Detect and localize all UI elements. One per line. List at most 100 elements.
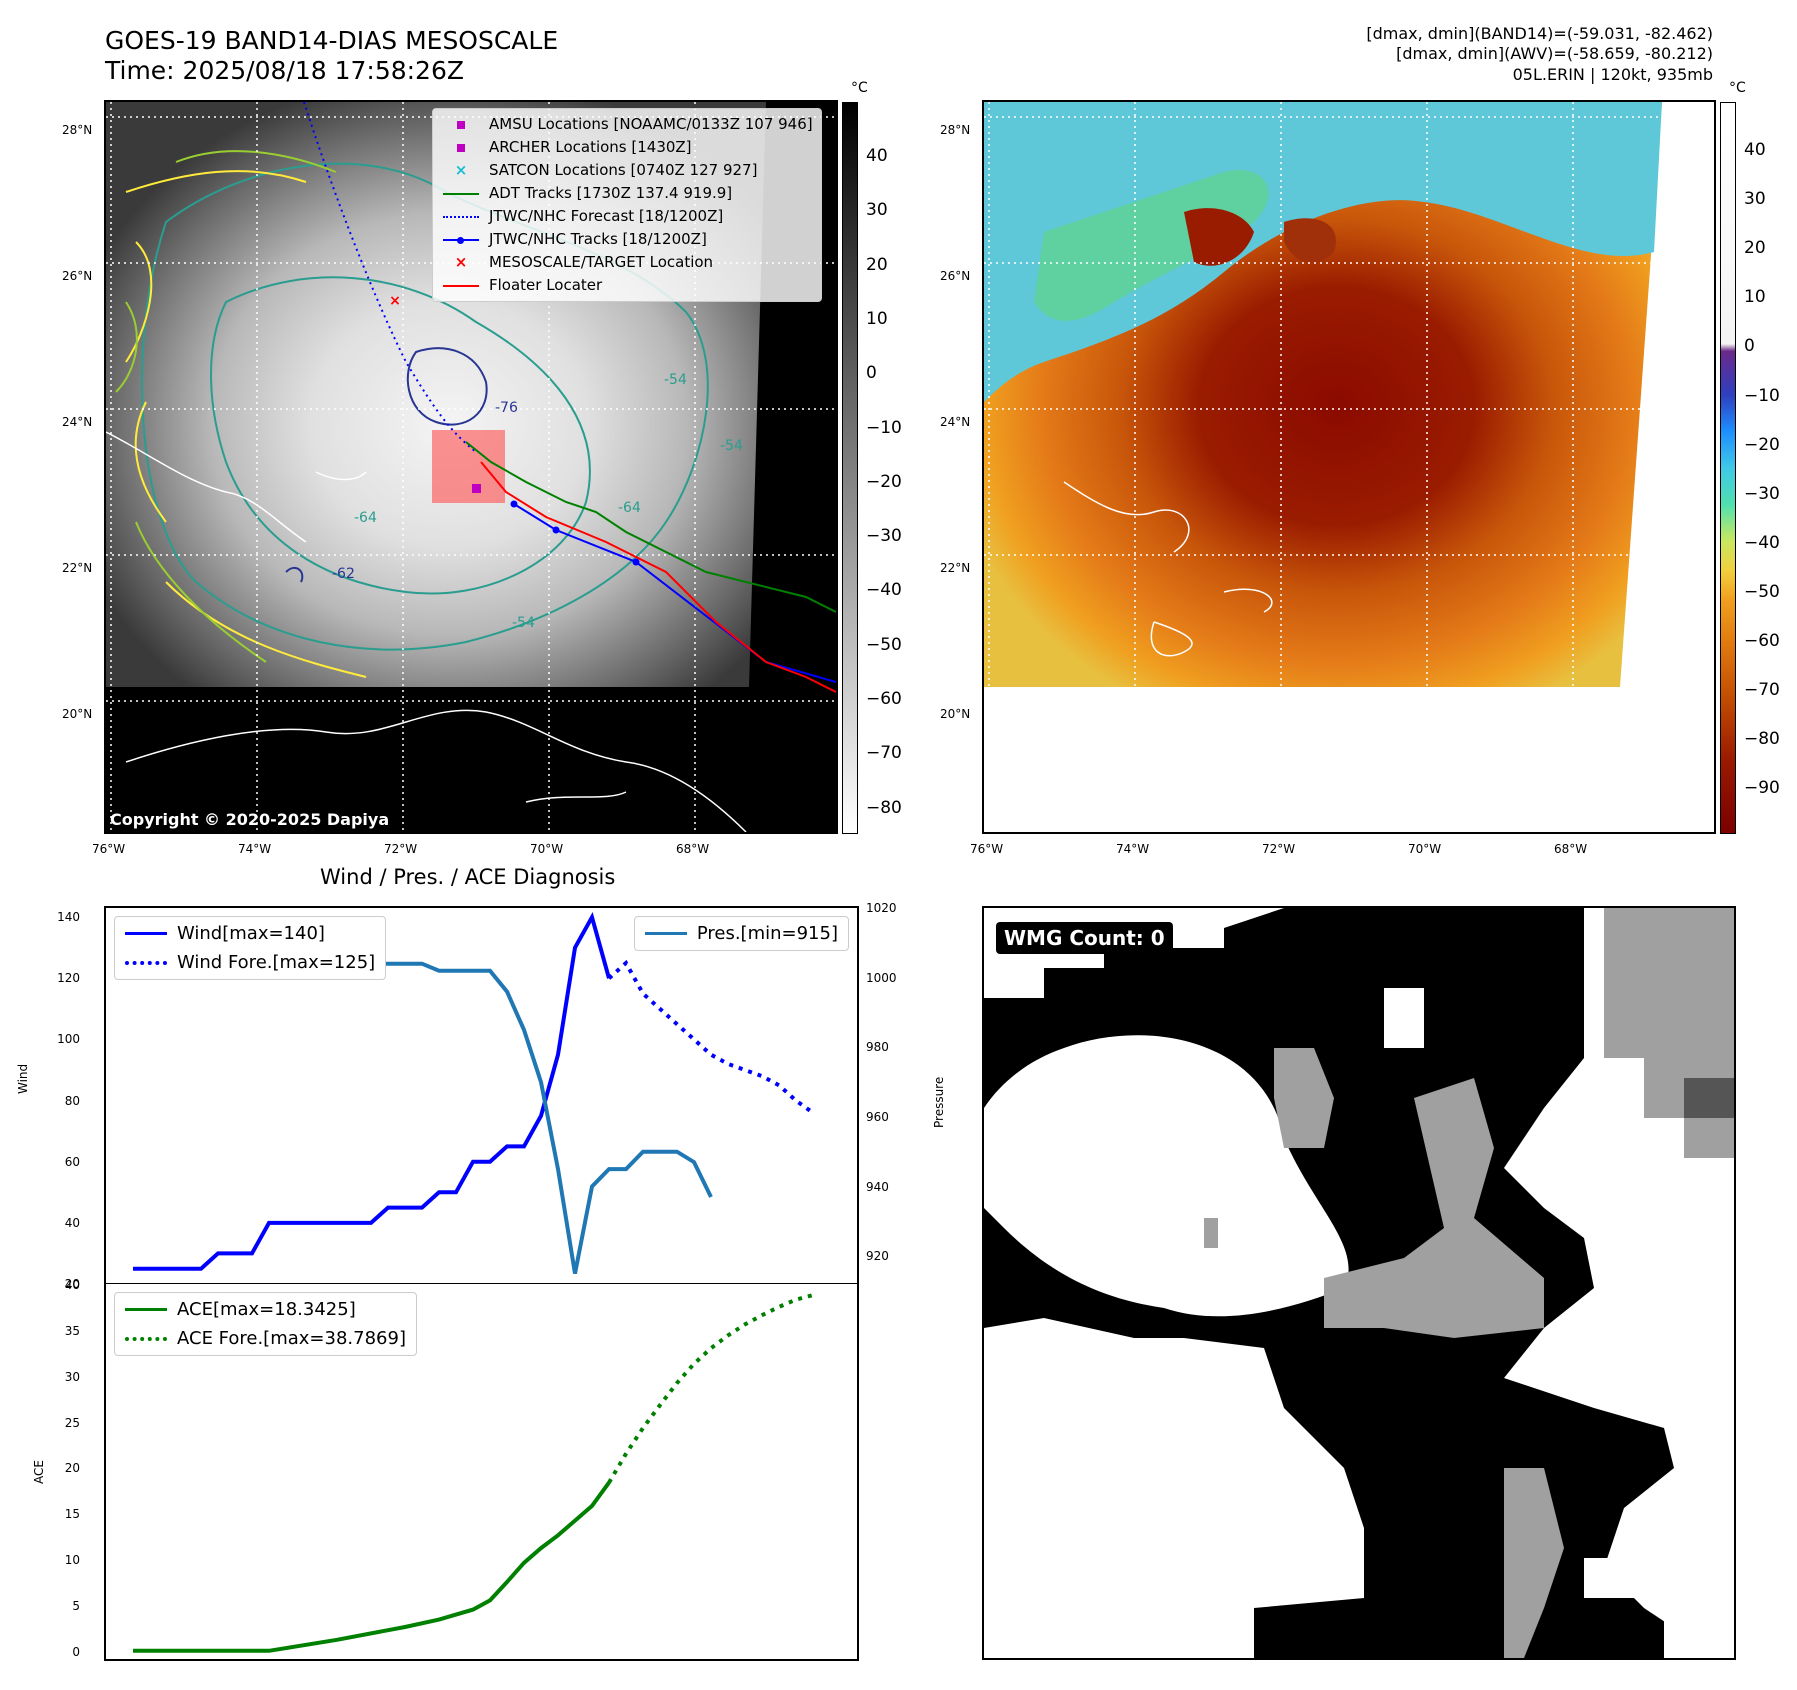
axis-tick-label: 20 xyxy=(64,1277,80,1291)
lon-label: 76°W xyxy=(970,842,1004,856)
dotted-line-icon xyxy=(125,960,167,965)
axis-tick-label: 60 xyxy=(64,1154,80,1169)
wind-axis-label: Wind xyxy=(16,1063,30,1094)
colorbar-tick-label: −50 xyxy=(866,634,902,655)
contour-label: -54 xyxy=(720,438,743,454)
colorbar-tick-label: −20 xyxy=(1744,434,1780,455)
svg-text:×: × xyxy=(389,293,401,309)
x-marker-icon: × xyxy=(454,161,468,179)
legend-item-archer: ARCHER Locations [1430Z] xyxy=(441,136,813,159)
legend-item-tracks: JTWC/NHC Tracks [18/1200Z] xyxy=(441,228,813,251)
ace-plot xyxy=(133,1293,814,1653)
figure-title: GOES-19 BAND14-DIAS MESOSCALE xyxy=(105,26,559,55)
axis-tick-label: 920 xyxy=(866,1249,889,1264)
ir-colorbar-unit: °C xyxy=(851,80,868,96)
axis-tick-label: 35 xyxy=(64,1323,80,1338)
axis-tick-label: 0 xyxy=(72,1644,80,1659)
axis-tick-label: 100 xyxy=(57,1032,80,1047)
lat-label: 20°N xyxy=(940,707,971,721)
dotted-line-icon xyxy=(441,209,481,225)
axis-tick-label: 80 xyxy=(64,1093,80,1108)
line-icon xyxy=(125,1308,167,1311)
dotted-line-icon xyxy=(125,1336,167,1341)
info-awv-range: [dmax, dmin](AWV)=(-58.659, -80.212) xyxy=(1396,44,1713,63)
ace-axis-label: ACE xyxy=(32,1460,46,1484)
legend-item-target: × MESOSCALE/TARGET Location xyxy=(441,251,813,274)
lon-label: 72°W xyxy=(1262,842,1296,856)
pres-legend: Pres.[min=915] xyxy=(633,916,849,951)
axis-tick-label: 960 xyxy=(866,1109,889,1124)
lat-label: 22°N xyxy=(940,561,971,575)
lon-label: 74°W xyxy=(1116,842,1150,856)
legend-item-ace: ACE[max=18.3425] xyxy=(125,1295,406,1324)
legend-item-wind: Wind[max=140] xyxy=(125,919,375,948)
axis-tick-label: 20 xyxy=(64,1461,80,1476)
colorbar-tick-label: 40 xyxy=(866,146,888,166)
axis-tick-label: 10 xyxy=(64,1553,80,1568)
colorbar-tick-label: 20 xyxy=(1744,238,1766,259)
colorbar-tick-label: −90 xyxy=(1744,778,1780,799)
legend-item-floater: Floater Locater xyxy=(441,274,813,297)
lat-label: 28°N xyxy=(940,123,971,137)
lat-label: 22°N xyxy=(62,561,93,575)
colorbar-tick-label: 0 xyxy=(866,363,877,384)
lon-label: 76°W xyxy=(92,842,126,856)
legend-item-pres: Pres.[min=915] xyxy=(644,919,838,948)
axis-tick-label: 1000 xyxy=(866,970,897,985)
diagnosis-title: Wind / Pres. / ACE Diagnosis xyxy=(320,865,616,889)
colorbar-tick-label: 30 xyxy=(866,200,888,221)
series-line xyxy=(133,1481,611,1653)
wind-legend: Wind[max=140] Wind Fore.[max=125] xyxy=(114,916,387,980)
line-icon xyxy=(644,932,687,935)
legend-item-satcon: × SATCON Locations [0740Z 127 927] xyxy=(441,159,813,182)
copyright-text: Copyright © 2020-2025 Dapiya xyxy=(110,810,390,829)
square-marker-icon xyxy=(441,140,481,156)
lon-label: 68°W xyxy=(1554,842,1588,856)
colorbar-tick-label: 40 xyxy=(1744,140,1766,160)
wmg-count-badge: WMG Count: 0 xyxy=(996,922,1173,954)
contour-label: -76 xyxy=(495,400,518,416)
colorbar-tick-label: −70 xyxy=(866,743,902,764)
series-line xyxy=(133,911,611,1271)
colorbar-tick-label: −30 xyxy=(1744,483,1780,504)
lat-label: 26°N xyxy=(940,269,971,283)
legend-item-adt: ADT Tracks [1730Z 137.4 919.9] xyxy=(441,182,813,205)
axis-tick-label: 120 xyxy=(57,971,80,986)
colorbar-tick-label: −40 xyxy=(1744,532,1780,553)
contour-label: -64 xyxy=(354,510,377,526)
axis-tick-label: 940 xyxy=(866,1179,889,1194)
axis-tick-label: 5 xyxy=(72,1598,80,1613)
line-marker-icon xyxy=(441,186,481,202)
series-line xyxy=(607,959,815,1115)
colorbar-tick-label: −80 xyxy=(866,797,902,818)
colorbar-tick-label: −70 xyxy=(1744,680,1780,701)
colorbar-tick-label: 20 xyxy=(866,254,888,275)
lon-label: 74°W xyxy=(238,842,272,856)
axis-tick-label: 15 xyxy=(64,1507,80,1522)
contour-label: -62 xyxy=(332,566,355,582)
wind-pres-chart: Wind[max=140] Wind Fore.[max=125] Pres.[… xyxy=(104,906,859,1284)
wmg-panel: WMG Count: 0 xyxy=(982,906,1736,1660)
axis-tick-label: 40 xyxy=(64,1215,80,1230)
colorbar-tick-label: −40 xyxy=(866,580,902,601)
awv-map-image xyxy=(984,102,1714,832)
axis-tick-label: 140 xyxy=(57,910,80,925)
colorbar-tick-label: 0 xyxy=(1744,336,1755,357)
colorbar-tick-label: −10 xyxy=(866,417,902,438)
awv-colorbar xyxy=(1720,102,1736,834)
colorbar-tick-label: 10 xyxy=(1744,287,1766,308)
contour-label: -64 xyxy=(618,500,641,516)
legend-item-ace-fore: ACE Fore.[max=38.7869] xyxy=(125,1324,406,1353)
x-marker-icon: × xyxy=(454,253,468,271)
colorbar-tick-label: −60 xyxy=(1744,631,1780,651)
ir-colorbar xyxy=(842,102,858,834)
axis-tick-label: 980 xyxy=(866,1040,889,1055)
series-line xyxy=(133,930,713,1274)
legend-item-wind-fore: Wind Fore.[max=125] xyxy=(125,948,375,977)
pressure-axis-label: Pressure xyxy=(932,1076,946,1128)
colorbar-tick-label: −10 xyxy=(1744,385,1780,406)
wmg-image xyxy=(984,908,1734,1658)
axis-tick-label: 25 xyxy=(64,1415,80,1430)
contour-label: -54 xyxy=(664,372,687,388)
info-storm: 05L.ERIN | 120kt, 935mb xyxy=(1512,65,1713,84)
